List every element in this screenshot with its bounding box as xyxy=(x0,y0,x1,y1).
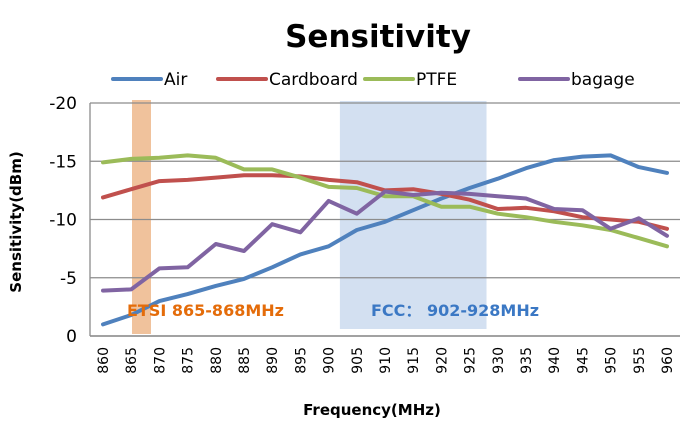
series-line-bagage xyxy=(101,189,669,293)
x-tick-label: 920 xyxy=(434,347,450,374)
x-tick-labels: 860 865 870 875 880 885 890 895 900 905 910 915 920 9… xyxy=(96,347,676,374)
legend-item-ptfe: PTFE xyxy=(363,70,457,90)
x-tick-label: 865 xyxy=(124,347,140,374)
x-tick-label: 960 xyxy=(660,347,676,374)
x-tick-label: 945 xyxy=(575,347,591,374)
x-tick-label: 870 xyxy=(152,347,168,374)
x-tick-label: 885 xyxy=(237,347,253,374)
x-tick-label: 955 xyxy=(632,347,648,374)
series-lines xyxy=(101,153,669,327)
y-tick-label: -10 xyxy=(49,211,77,231)
x-tick-label: 940 xyxy=(547,347,563,374)
fcc-band-label: FCC： 902-928MHz xyxy=(371,301,539,320)
x-tick-label: 860 xyxy=(96,347,112,374)
x-tick-label: 950 xyxy=(604,347,620,374)
x-tick-label: 915 xyxy=(406,347,422,374)
x-tick-label: 895 xyxy=(293,347,309,374)
legend-label: bagage xyxy=(571,70,635,90)
axes xyxy=(89,103,680,337)
series-line-air xyxy=(101,153,669,327)
x-axis-title: Frequency(MHz) xyxy=(303,401,441,419)
x-tick-label: 875 xyxy=(181,347,197,374)
x-tick-label: 930 xyxy=(491,347,507,374)
x-tick-label: 900 xyxy=(322,347,338,374)
y-axis-title: Sensitivity(dBm) xyxy=(7,151,25,292)
legend-item-air: Air xyxy=(111,70,187,90)
chart-title: Sensitivity xyxy=(285,19,471,55)
x-tick-label: 935 xyxy=(519,347,535,374)
legend-label: Cardboard xyxy=(269,70,358,90)
band-labels: ETSI 865-868MHz FCC： 902-928MHz xyxy=(127,301,539,320)
legend-label: PTFE xyxy=(416,70,457,90)
band-etsi xyxy=(132,100,151,334)
legend-item-bagage: bagage xyxy=(518,70,635,90)
x-tick-label: 905 xyxy=(350,347,366,374)
band-fcc xyxy=(339,101,487,329)
y-tick-label: -20 xyxy=(49,94,77,114)
x-tick-label: 910 xyxy=(378,347,394,374)
legend: Air Cardboard PTFE bagage xyxy=(111,70,635,90)
x-tick-label: 880 xyxy=(209,347,225,374)
series-line-ptfe xyxy=(101,153,669,249)
x-tick-label: 925 xyxy=(463,347,479,374)
etsi-band-label: ETSI 865-868MHz xyxy=(127,301,284,320)
y-tick-labels: -20 -15 -10 -5 0 xyxy=(49,94,77,347)
y-tick-label: -15 xyxy=(49,152,77,172)
x-tick-label: 890 xyxy=(265,347,281,374)
legend-item-cardboard: Cardboard xyxy=(216,70,358,90)
y-tick-label: -5 xyxy=(60,269,77,289)
legend-label: Air xyxy=(164,70,187,90)
frequency-bands xyxy=(132,100,487,334)
y-tick-label: 0 xyxy=(66,327,77,347)
